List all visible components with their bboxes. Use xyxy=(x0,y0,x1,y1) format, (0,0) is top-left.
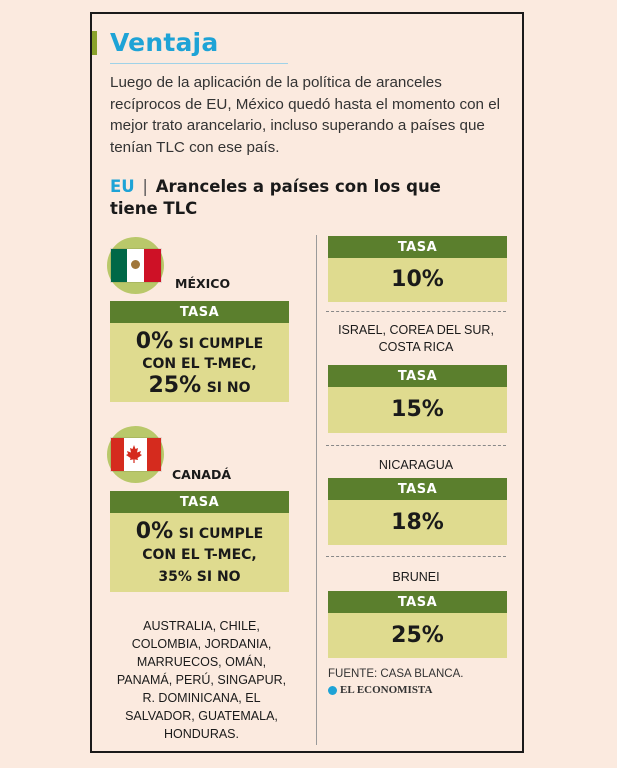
intro-paragraph: Luego de la aplicación de la política de… xyxy=(110,74,501,156)
canada-rate-compliant: 0% xyxy=(135,519,174,544)
mexico-rate-box: 0% SI CUMPLE CON EL T-MEC, 25% SI NO xyxy=(110,323,289,402)
group-label-israel: ISRAEL, COREA DEL SUR, COSTA RICA xyxy=(338,323,494,354)
rate-25-header: TASA xyxy=(328,591,507,613)
rate-25-value: 25% xyxy=(328,613,507,658)
canada-label: CANADÁ xyxy=(172,467,232,482)
rate-18-header: TASA xyxy=(328,478,507,500)
subtitle-separator: | xyxy=(142,177,148,196)
rate-15-header: TASA xyxy=(328,365,507,387)
right-divider-3 xyxy=(326,556,506,557)
rate-10-header: TASA xyxy=(328,236,507,258)
group-label-brunei: BRUNEI xyxy=(392,570,440,584)
maple-leaf-icon xyxy=(125,445,142,463)
mexico-rate-line3: 25% SI NO xyxy=(110,373,289,398)
canada-rate-line1: 0% SI CUMPLE xyxy=(110,519,289,544)
mexico-flag-icon xyxy=(110,249,161,282)
canada-flag-icon xyxy=(110,438,161,471)
mexico-rate-line1: 0% SI CUMPLE xyxy=(110,329,289,354)
logo-mark-icon xyxy=(328,685,337,695)
subtitle-tag: EU xyxy=(110,177,135,196)
canada-rate-line3: 35% SI NO xyxy=(158,569,241,585)
group-label-nicaragua: NICARAGUA xyxy=(378,458,454,472)
logo-text: EL ECONOMISTA xyxy=(340,684,433,696)
rate-18-value: 18% xyxy=(328,500,507,545)
canada-rate-line2: CON EL T-MEC, xyxy=(142,547,257,563)
mexico-rate-compliant-text: SI CUMPLE xyxy=(178,336,264,352)
rate-15-value: 15% xyxy=(328,387,507,433)
column-divider xyxy=(316,235,317,745)
canada-flag-badge xyxy=(107,426,164,483)
title-underline xyxy=(110,63,288,64)
mexico-rate-compliant: 0% xyxy=(135,329,174,354)
rate-10-value: 10% xyxy=(328,258,507,302)
canada-rate-compliant-text: SI CUMPLE xyxy=(178,526,264,542)
mexico-flag-badge xyxy=(107,237,164,294)
source-note: FUENTE: CASA BLANCA. xyxy=(328,668,464,680)
mexico-label: MÉXICO xyxy=(175,276,231,291)
publisher-logo: EL ECONOMISTA xyxy=(328,684,432,696)
right-divider-1 xyxy=(326,311,506,312)
page-title: Ventaja xyxy=(110,28,219,57)
right-divider-2 xyxy=(326,445,506,446)
chart-subtitle: EU | Aranceles a países con los que tien… xyxy=(110,176,470,220)
canada-rate-box: 0% SI CUMPLE CON EL T-MEC, 35% SI NO xyxy=(110,513,289,592)
mexico-rate-noncompliant: 25% xyxy=(148,373,202,398)
mexico-rate-header: TASA xyxy=(110,301,289,323)
title-accent-bar xyxy=(92,31,97,55)
subtitle-text: Aranceles a países con los que tiene TLC xyxy=(110,177,441,218)
mexico-rate-line2: CON EL T-MEC, xyxy=(142,356,257,372)
canada-rate-header: TASA xyxy=(110,491,289,513)
countries-list: AUSTRALIA, CHILE, COLOMBIA, JORDANIA, MA… xyxy=(116,619,287,741)
mexico-rate-noncompliant-text: SI NO xyxy=(206,380,251,396)
